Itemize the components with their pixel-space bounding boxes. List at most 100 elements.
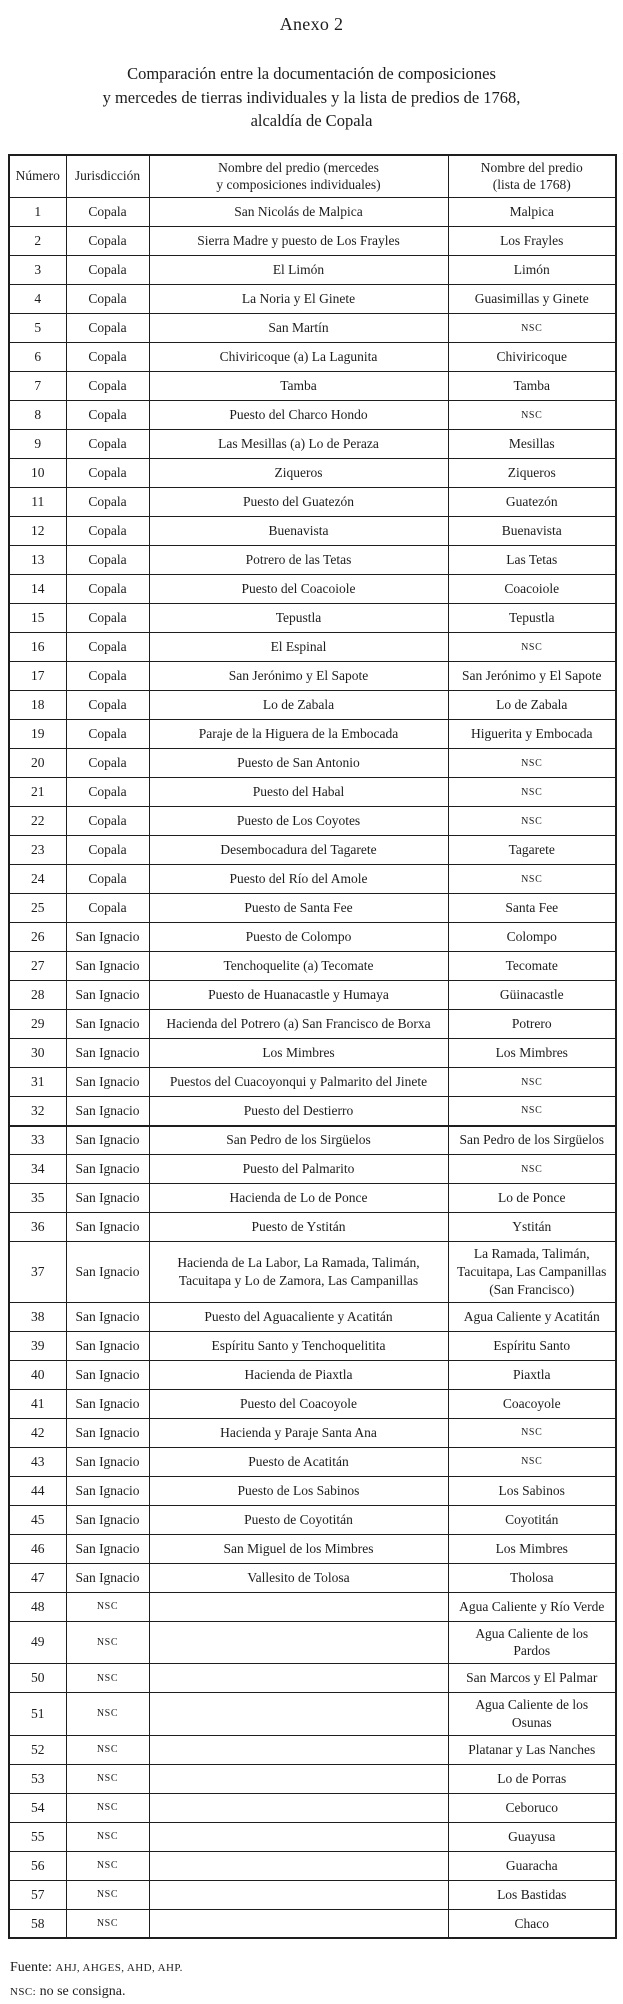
cell-numero: 58 — [8, 1908, 67, 1939]
cell-predio-mercedes — [148, 1692, 449, 1736]
cell-predio-mercedes: Hacienda del Potrero (a) San Francisco d… — [148, 1009, 449, 1040]
table-body: 1 Copala San Nicolás de Malpica Malpica 2 Cop… — [8, 197, 617, 1939]
cell-predio-lista: Lo de Ponce — [447, 1183, 617, 1214]
cell-predio-mercedes: Puesto de Ystitán — [148, 1212, 449, 1243]
cell-numero: 21 — [8, 777, 67, 808]
cell-numero: 54 — [8, 1792, 67, 1823]
cell-predio-lista: NSC — [447, 400, 617, 431]
cell-predio-mercedes: Puesto del Aguacaliente y Acatitán — [148, 1301, 449, 1332]
cell-numero: 22 — [8, 806, 67, 837]
table-row: 27 San Ignacio Tenchoquelite (a) Tecomate T… — [8, 951, 617, 982]
cell-predio-lista: Guaracha — [447, 1850, 617, 1881]
table-row: 52 NSC Platanar y Las Nanches — [8, 1734, 617, 1765]
table-row: 18 Copala Lo de Zabala Lo de Zabala — [8, 690, 617, 721]
cell-numero: 32 — [8, 1096, 67, 1127]
cell-numero: 8 — [8, 400, 67, 431]
cell-numero: 11 — [8, 487, 67, 518]
cell-jurisdiccion: San Ignacio — [65, 922, 150, 953]
cell-jurisdiccion: NSC — [65, 1692, 150, 1736]
table-row: 54 NSC Ceboruco — [8, 1792, 617, 1823]
cell-predio-mercedes: Tenchoquelite (a) Tecomate — [148, 951, 449, 982]
cell-predio-mercedes: Las Mesillas (a) Lo de Peraza — [148, 429, 449, 460]
cell-jurisdiccion: San Ignacio — [65, 1562, 150, 1593]
cell-predio-mercedes: Hacienda de Piaxtla — [148, 1359, 449, 1390]
cell-jurisdiccion: Copala — [65, 255, 150, 286]
cell-predio-mercedes: Tepustla — [148, 603, 449, 634]
table-row: 37 San Ignacio Hacienda de La Labor, La Ra… — [8, 1241, 617, 1303]
cell-jurisdiccion: San Ignacio — [65, 1096, 150, 1127]
table-row: 29 San Ignacio Hacienda del Potrero (a) Sa… — [8, 1009, 617, 1040]
cell-predio-mercedes — [148, 1763, 449, 1794]
cell-predio-lista: Agua Caliente de los Osunas — [447, 1692, 617, 1736]
table-row: 4 Copala La Noria y El Ginete Guasimillas y… — [8, 284, 617, 315]
cell-numero: 30 — [8, 1038, 67, 1069]
cell-jurisdiccion: Copala — [65, 748, 150, 779]
cell-numero: 17 — [8, 661, 67, 692]
cell-jurisdiccion: San Ignacio — [65, 1067, 150, 1098]
cell-predio-mercedes: Espíritu Santo y Tenchoquelitita — [148, 1330, 449, 1361]
cell-jurisdiccion: Copala — [65, 661, 150, 692]
cell-predio-mercedes: San Martín — [148, 313, 449, 344]
cell-numero: 29 — [8, 1009, 67, 1040]
cell-predio-mercedes: Puesto del Coacoyole — [148, 1388, 449, 1419]
cell-predio-mercedes: San Miguel de los Mimbres — [148, 1533, 449, 1564]
cell-predio-mercedes: San Jerónimo y El Sapote — [148, 661, 449, 692]
cell-predio-mercedes: San Nicolás de Malpica — [148, 197, 449, 228]
table-row: 34 San Ignacio Puesto del Palmarito NSC — [8, 1154, 617, 1185]
cell-predio-lista: Tecomate — [447, 951, 617, 982]
cell-jurisdiccion: Copala — [65, 864, 150, 895]
cell-predio-lista: NSC — [447, 632, 617, 663]
cell-predio-lista: NSC — [447, 806, 617, 837]
cell-predio-lista: Lo de Porras — [447, 1763, 617, 1794]
col-header-predio-lista: Nombre del predio (lista de 1768) — [447, 153, 617, 199]
table-row: 43 San Ignacio Puesto de Acatitán NSC — [8, 1446, 617, 1477]
cell-predio-lista: NSC — [447, 1154, 617, 1185]
cell-jurisdiccion: San Ignacio — [65, 1417, 150, 1448]
cell-predio-lista: Los Bastidas — [447, 1879, 617, 1910]
cell-numero: 3 — [8, 255, 67, 286]
cell-predio-lista: Higuerita y Embocada — [447, 719, 617, 750]
cell-jurisdiccion: San Ignacio — [65, 1009, 150, 1040]
subtitle-line: alcaldía de Copala — [250, 111, 373, 130]
cell-predio-mercedes — [148, 1821, 449, 1852]
cell-numero: 37 — [8, 1241, 67, 1303]
table-row: 15 Copala Tepustla Tepustla — [8, 603, 617, 634]
cell-jurisdiccion: San Ignacio — [65, 980, 150, 1011]
cell-predio-mercedes: El Espinal — [148, 632, 449, 663]
cell-predio-lista: Coyotitán — [447, 1504, 617, 1535]
cell-jurisdiccion: San Ignacio — [65, 1212, 150, 1243]
cell-numero: 24 — [8, 864, 67, 895]
col-header-predio-mercedes: Nombre del predio (mercedes y composicio… — [148, 153, 449, 199]
table-row: 7 Copala Tamba Tamba — [8, 371, 617, 402]
cell-jurisdiccion: NSC — [65, 1879, 150, 1910]
table-row: 20 Copala Puesto de San Antonio NSC — [8, 748, 617, 779]
cell-predio-lista: San Jerónimo y El Sapote — [447, 661, 617, 692]
cell-numero: 53 — [8, 1763, 67, 1794]
cell-jurisdiccion: NSC — [65, 1591, 150, 1622]
table-row: 42 San Ignacio Hacienda y Paraje Santa Ana… — [8, 1417, 617, 1448]
table-row: 49 NSC Agua Caliente de los Pardos — [8, 1620, 617, 1665]
cell-jurisdiccion: Copala — [65, 719, 150, 750]
cell-numero: 10 — [8, 458, 67, 489]
cell-numero: 2 — [8, 226, 67, 257]
table-row: 17 Copala San Jerónimo y El Sapote San Jeró… — [8, 661, 617, 692]
cell-predio-lista: Espíritu Santo — [447, 1330, 617, 1361]
table-row: 11 Copala Puesto del Guatezón Guatezón — [8, 487, 617, 518]
table-row: 57 NSC Los Bastidas — [8, 1879, 617, 1910]
table-row: 58 NSC Chaco — [8, 1908, 617, 1939]
cell-jurisdiccion: Copala — [65, 806, 150, 837]
cell-predio-lista: Chaco — [447, 1908, 617, 1939]
cell-predio-mercedes: Puesto del Charco Hondo — [148, 400, 449, 431]
cell-predio-mercedes: Puesto de Acatitán — [148, 1446, 449, 1477]
table-row: 41 San Ignacio Puesto del Coacoyole Coacoyo… — [8, 1388, 617, 1419]
cell-predio-mercedes: Hacienda de Lo de Ponce — [148, 1183, 449, 1214]
cell-predio-lista: NSC — [447, 1446, 617, 1477]
cell-predio-lista: Los Mimbres — [447, 1533, 617, 1564]
table-row: 9 Copala Las Mesillas (a) Lo de Peraza Mesi… — [8, 429, 617, 460]
table-row: 33 San Ignacio San Pedro de los Sirgüelos S… — [8, 1124, 617, 1156]
cell-numero: 25 — [8, 893, 67, 924]
cell-predio-lista: NSC — [447, 777, 617, 808]
cell-jurisdiccion: San Ignacio — [65, 1154, 150, 1185]
cell-predio-mercedes: Puesto de Colompo — [148, 922, 449, 953]
